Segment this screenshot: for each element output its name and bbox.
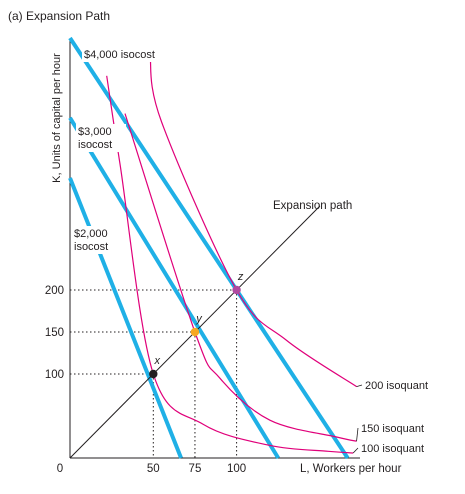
curve-labels: $2,000 isocost $3,000 isocost $4,000 isocost… xyxy=(72,47,428,455)
isoquant-label-3: 200 isoquant xyxy=(365,380,428,392)
y-tick-label: 100 xyxy=(45,369,64,381)
isocost-label-backing xyxy=(76,124,126,152)
isoquant-label-2: 150 isoquant xyxy=(361,423,424,435)
x-tick-label: 100 xyxy=(227,463,246,475)
isoquant-leader-1 xyxy=(352,447,359,454)
point-label-y: y xyxy=(195,313,203,325)
y-tick-label: 150 xyxy=(45,327,64,339)
point-z xyxy=(232,285,241,295)
x-tick-label: 75 xyxy=(189,463,202,475)
point-y xyxy=(190,327,200,337)
isocost-label-3: $4,000 isocost xyxy=(84,49,155,61)
isocost-label-2: $3,000 isocost xyxy=(78,126,112,151)
isocost-lines xyxy=(68,36,350,460)
isoquant-label-1: 100 isoquant xyxy=(361,443,424,455)
isoquant-leader-3 xyxy=(356,384,363,387)
isoquant-curves xyxy=(106,54,357,454)
point-x xyxy=(149,369,158,379)
origin-label: 0 xyxy=(57,463,63,475)
x-tick-label: 50 xyxy=(147,463,160,475)
isocost-label-backing xyxy=(82,47,168,62)
isocost-line-3 xyxy=(68,36,350,460)
isocost-line-2 xyxy=(68,116,280,460)
y-axis-label: K, Units of capital per hour xyxy=(51,53,63,183)
isocost-line-1 xyxy=(68,177,183,459)
isoquant-curve-2 xyxy=(124,113,357,442)
point-label-z: z xyxy=(237,271,244,283)
isoquant-leader-2 xyxy=(356,427,359,442)
tick-labels: 50 75 100 100 150 200 xyxy=(45,285,246,475)
chart-title: (a) Expansion Path xyxy=(8,9,110,23)
isocost-label-1: $2,000 isocost xyxy=(74,228,108,253)
y-tick-label: 200 xyxy=(45,285,64,297)
x-axis-label: L, Workers per hour xyxy=(300,463,402,475)
optimal-points: x y z xyxy=(149,271,244,379)
guide-lines xyxy=(70,289,238,458)
isoquant-curve-3 xyxy=(149,54,357,388)
axes xyxy=(69,40,360,459)
point-label-x: x xyxy=(154,355,161,367)
isocost-label-backing xyxy=(72,226,122,254)
expansion-path-label: Expansion path xyxy=(273,200,352,212)
isoquant-curve-1 xyxy=(106,75,354,454)
